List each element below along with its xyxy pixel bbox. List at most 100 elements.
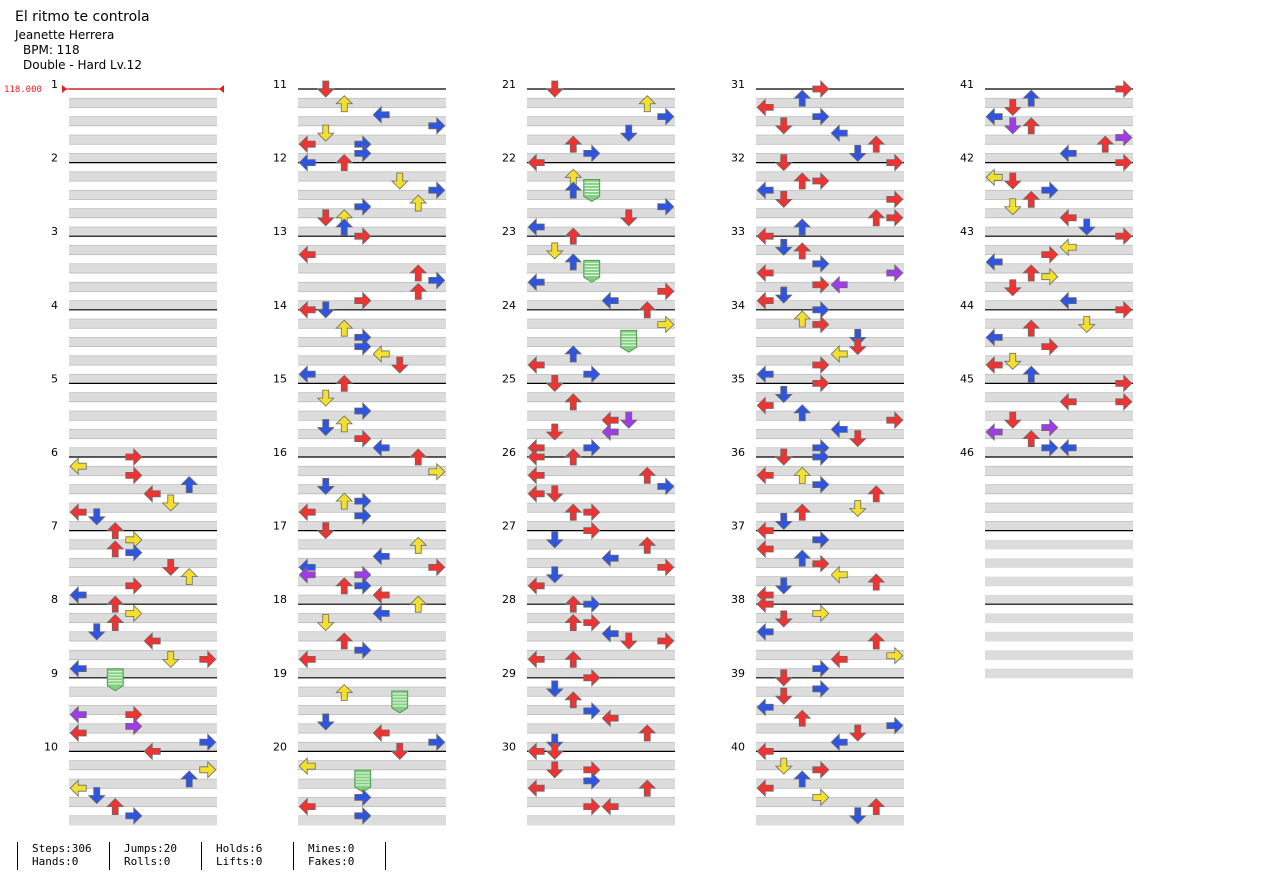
beat-band [298, 300, 446, 311]
measure-23: 23 [502, 225, 675, 311]
arrow-down-icon [619, 209, 638, 227]
arrow-up-icon [793, 89, 812, 107]
arrow-up-icon [335, 683, 354, 701]
measure-number: 42 [960, 152, 974, 165]
arrow-right-icon [583, 365, 601, 384]
beat-band [756, 723, 904, 734]
beat-band [756, 171, 904, 182]
arrow-right-icon [812, 760, 830, 779]
arrow-down-icon [619, 411, 638, 429]
beat-band [985, 245, 1133, 256]
arrow-left-icon [372, 604, 390, 623]
beat-band [756, 447, 904, 458]
arrow-down-icon [545, 531, 564, 549]
arrow-right-icon [886, 264, 904, 282]
beat-band [527, 558, 675, 568]
arrow-left-icon [143, 484, 161, 503]
measure-45: 45 [960, 372, 1133, 458]
arrow-right-icon [657, 282, 675, 301]
arrow-left-icon [527, 779, 545, 798]
measure-6: 6 [51, 446, 217, 532]
arrow-up-icon [564, 135, 583, 153]
arrow-right-icon [583, 438, 601, 457]
beat-band [985, 300, 1133, 311]
beat-band [756, 116, 904, 127]
beat-band [985, 447, 1133, 458]
arrow-left-icon [830, 275, 848, 294]
beat-band [985, 171, 1133, 182]
beat-band [756, 374, 904, 384]
measure-number: 2 [51, 152, 58, 165]
beat-band [298, 355, 446, 366]
arrow-down-icon [161, 494, 180, 512]
beat-band [298, 374, 446, 384]
beat-band [298, 687, 446, 697]
beat-band [527, 263, 675, 274]
arrow-right-icon [1041, 418, 1059, 437]
measure-number: 12 [273, 152, 287, 165]
beat-band [298, 613, 446, 624]
beat-band [527, 245, 675, 256]
beat-band [756, 595, 904, 605]
arrow-down-icon [316, 209, 335, 227]
arrow-up-icon [793, 549, 812, 567]
beat-band [527, 503, 675, 513]
measure-number: 28 [502, 593, 516, 606]
arrow-down-icon [87, 508, 106, 526]
beat-band [298, 668, 446, 679]
beat-band [298, 815, 446, 826]
hold-note [583, 178, 601, 202]
arrow-right-icon [428, 181, 446, 200]
measure-43: 43 [960, 225, 1133, 311]
arrow-down-icon [848, 500, 867, 518]
arrow-down-icon [545, 680, 564, 698]
arrow-up-icon [335, 415, 354, 433]
arrow-up-icon [638, 466, 657, 484]
arrow-up-icon [335, 492, 354, 510]
beat-band [298, 411, 446, 421]
measure-number: 29 [502, 667, 516, 680]
measure-number: 19 [273, 667, 287, 680]
measure-number: 3 [51, 225, 58, 238]
arrow-up-icon [564, 650, 583, 668]
arrow-up-icon [106, 522, 125, 539]
arrow-right-icon [886, 716, 904, 735]
beat-band [527, 429, 675, 440]
arrow-right-icon [583, 595, 601, 614]
arrow-up-icon [106, 595, 125, 613]
measure-number: 7 [51, 520, 58, 533]
measure-number: 15 [273, 372, 287, 385]
arrow-left-icon [69, 724, 87, 742]
beat-band [985, 576, 1133, 587]
arrow-down-icon [774, 610, 793, 628]
measure-5: 5 [51, 372, 217, 458]
arrow-down-icon [774, 448, 793, 466]
arrow-right-icon [354, 506, 372, 525]
arrow-left-icon [143, 742, 161, 761]
arrow-up-icon [335, 218, 354, 236]
beat-band [527, 576, 675, 587]
beat-band [69, 742, 217, 752]
arrow-right-icon [428, 116, 446, 135]
arrow-left-icon [756, 396, 774, 415]
beat-band [985, 227, 1133, 237]
beat-band [298, 208, 446, 219]
beat-band [69, 190, 217, 200]
arrow-right-icon [354, 806, 372, 825]
beat-band [298, 190, 446, 200]
beat-band [756, 153, 904, 164]
arrow-up-icon [1022, 319, 1041, 337]
beat-band [69, 429, 217, 440]
arrow-up-icon [335, 319, 354, 337]
bpm-start-marker [62, 85, 67, 93]
beat-band [69, 447, 217, 458]
arrow-right-icon [657, 632, 675, 650]
measure-number: 30 [502, 740, 516, 753]
arrow-left-icon [298, 300, 316, 319]
arrow-up-icon [564, 448, 583, 466]
beat-band [298, 503, 446, 513]
arrow-down-icon [545, 80, 564, 98]
arrow-left-icon [69, 503, 87, 522]
arrow-up-icon [180, 770, 199, 788]
arrow-down-icon [1003, 352, 1022, 370]
